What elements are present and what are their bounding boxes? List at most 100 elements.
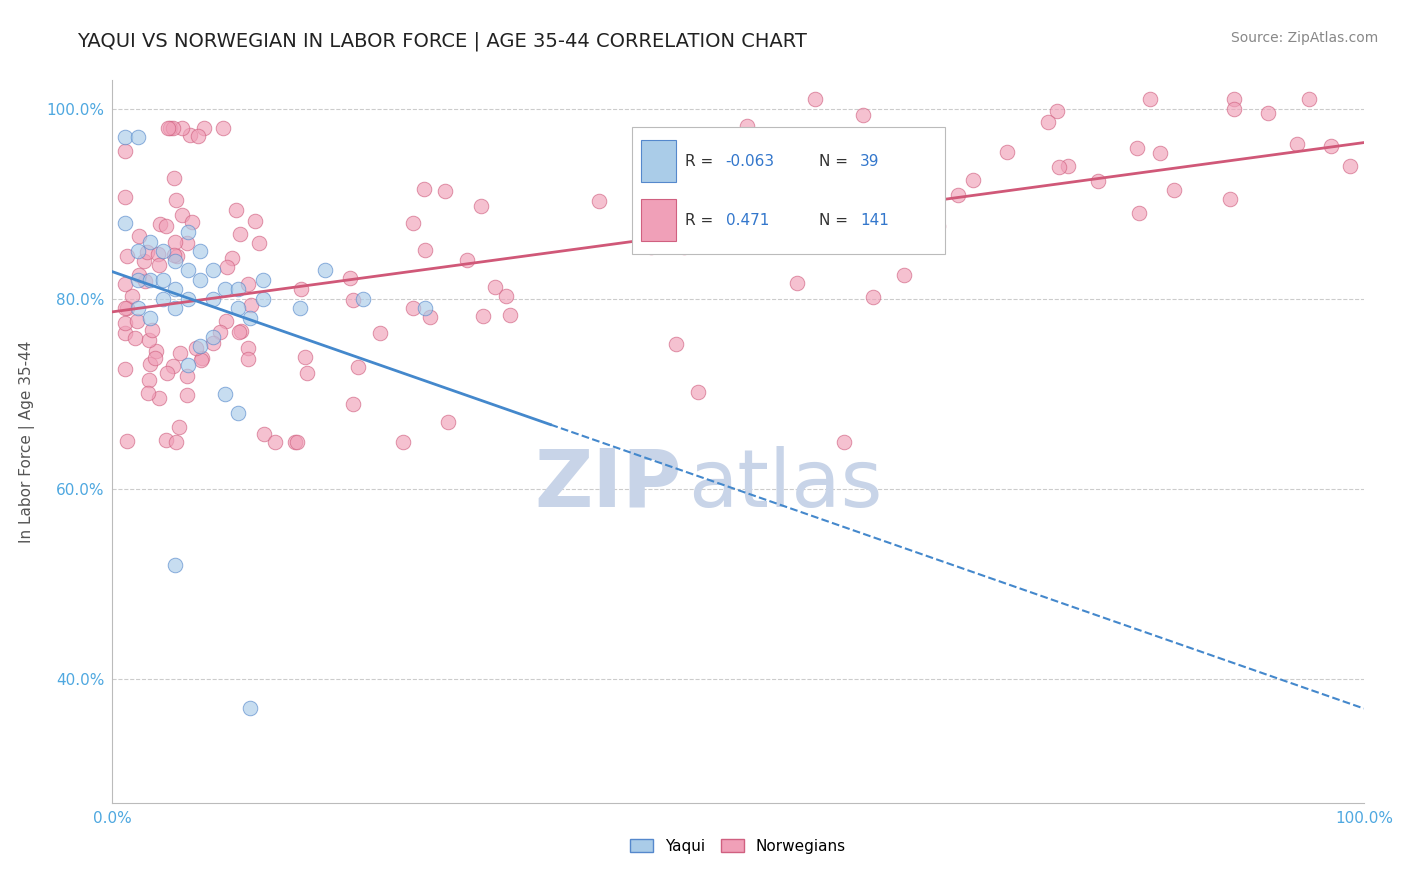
Point <box>176 226 198 240</box>
Point <box>128 229 150 244</box>
Point <box>236 352 259 367</box>
Point <box>114 144 136 158</box>
Point <box>1087 174 1109 188</box>
Point <box>162 359 184 374</box>
Point <box>141 323 163 337</box>
Point <box>749 178 772 193</box>
Point <box>115 301 138 315</box>
Point <box>155 219 177 234</box>
Point <box>156 366 179 380</box>
Text: N =: N = <box>820 154 853 169</box>
Point <box>290 301 312 316</box>
Point <box>201 330 224 344</box>
Text: 39: 39 <box>860 154 880 169</box>
Point <box>686 384 709 399</box>
Point <box>1139 92 1161 106</box>
Point <box>290 282 312 296</box>
Text: 0.471: 0.471 <box>725 212 769 227</box>
Point <box>588 194 610 208</box>
Point <box>786 277 808 291</box>
Point <box>157 120 180 135</box>
Point <box>162 120 184 135</box>
Point <box>134 274 156 288</box>
Point <box>121 289 143 303</box>
Point <box>401 216 423 230</box>
Point <box>1286 136 1309 151</box>
Point <box>115 249 138 263</box>
Point <box>165 193 187 207</box>
Point <box>114 301 136 315</box>
Point <box>139 235 162 249</box>
Y-axis label: In Labor Force | Age 35-44: In Labor Force | Age 35-44 <box>20 341 35 542</box>
Point <box>176 292 198 306</box>
Point <box>285 434 308 449</box>
Point <box>456 253 478 268</box>
Point <box>862 290 884 304</box>
Point <box>434 184 457 198</box>
Point <box>217 260 239 274</box>
Point <box>236 277 259 291</box>
Point <box>893 268 915 283</box>
Point <box>201 292 224 306</box>
Point <box>176 236 198 251</box>
Point <box>894 167 917 181</box>
Text: R =: R = <box>685 212 718 227</box>
Text: 141: 141 <box>860 212 889 227</box>
Point <box>191 351 214 366</box>
Point <box>1056 159 1078 173</box>
Point <box>166 249 188 263</box>
Point <box>181 215 204 229</box>
Point <box>127 273 149 287</box>
Point <box>252 273 274 287</box>
Point <box>184 342 207 356</box>
Point <box>849 164 872 178</box>
Point <box>114 326 136 341</box>
Point <box>1339 159 1361 173</box>
Point <box>735 120 758 134</box>
Point <box>124 331 146 345</box>
Point <box>1320 139 1343 153</box>
Point <box>128 268 150 282</box>
Point <box>176 388 198 402</box>
Point <box>370 326 392 340</box>
Point <box>188 339 211 353</box>
Point <box>920 238 942 252</box>
Text: -0.063: -0.063 <box>725 154 775 169</box>
Point <box>413 301 436 316</box>
Point <box>212 120 235 135</box>
Point <box>419 310 441 324</box>
Point <box>226 406 249 420</box>
Point <box>138 373 160 387</box>
Point <box>145 344 167 359</box>
Point <box>239 310 262 325</box>
Point <box>243 213 266 227</box>
Point <box>392 434 415 449</box>
Point <box>215 314 238 328</box>
Point <box>342 397 364 411</box>
Point <box>804 92 827 106</box>
Point <box>339 271 361 285</box>
Point <box>132 254 155 268</box>
Point <box>136 385 159 400</box>
Point <box>127 244 149 259</box>
Point <box>127 301 149 316</box>
Point <box>1298 92 1320 106</box>
Point <box>240 298 263 312</box>
Point <box>437 415 460 429</box>
Point <box>193 120 215 135</box>
Point <box>231 324 253 338</box>
Point <box>114 362 136 376</box>
Point <box>1128 206 1150 220</box>
Point <box>413 243 436 257</box>
Point <box>914 210 936 224</box>
Legend: Yaqui, Norwegians: Yaqui, Norwegians <box>624 833 852 860</box>
Point <box>228 227 250 242</box>
Point <box>127 130 149 145</box>
Point <box>163 253 186 268</box>
Point <box>176 263 198 277</box>
Point <box>284 434 307 449</box>
Point <box>495 289 517 303</box>
Point <box>247 236 270 251</box>
Point <box>146 247 169 261</box>
Point <box>188 244 211 259</box>
